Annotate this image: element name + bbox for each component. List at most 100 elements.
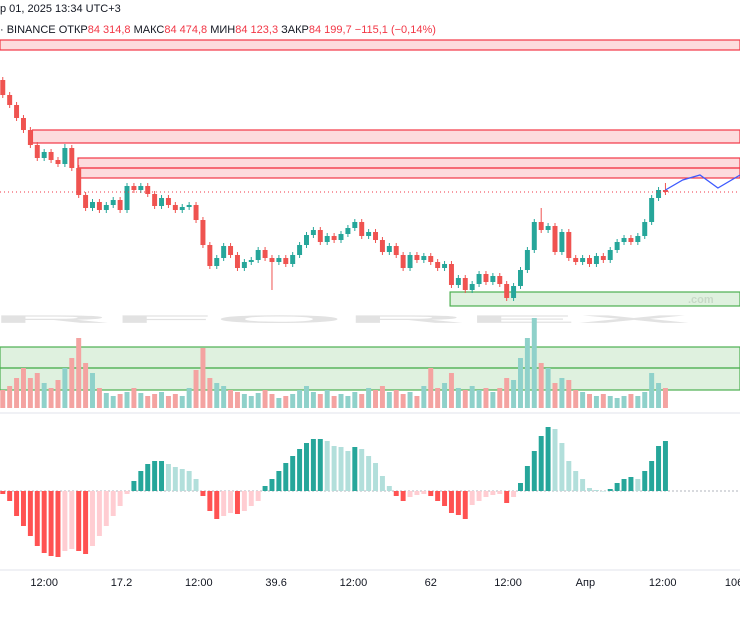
volume-bar (656, 383, 662, 408)
volume-bar (276, 398, 282, 408)
candle-body (62, 148, 68, 164)
osc-bar (248, 491, 254, 506)
osc-bar (55, 491, 61, 557)
candle-body (83, 195, 89, 208)
candle-body (442, 264, 448, 268)
osc-bar (476, 491, 482, 501)
candle-body (469, 284, 475, 290)
osc-bar (34, 491, 40, 546)
osc-bar (614, 483, 620, 491)
volume-bar (234, 392, 240, 408)
candle-body (559, 232, 565, 252)
osc-bar (14, 491, 20, 516)
volume-bar (621, 396, 627, 408)
candle-body (338, 234, 344, 240)
volume-bar (207, 378, 213, 408)
osc-bar (559, 443, 565, 491)
osc-bar (455, 491, 461, 515)
volume-bar (269, 394, 275, 408)
osc-bar (573, 471, 579, 491)
osc-bar (642, 471, 648, 491)
volume-bar (635, 396, 641, 408)
volume-bar (386, 392, 392, 408)
volume-bar (393, 390, 399, 408)
volume-bar (214, 383, 220, 408)
osc-bar (200, 491, 206, 496)
candle-body (76, 168, 82, 195)
volume-bar (193, 370, 199, 408)
header-field-value: 84 123,3 (235, 24, 278, 36)
volume-bar (414, 396, 420, 408)
osc-bar (414, 491, 420, 495)
candle-body (186, 205, 192, 207)
volume-bar (152, 394, 158, 408)
osc-bar (338, 447, 344, 491)
volume-bar (366, 388, 372, 408)
candle-body (34, 145, 40, 158)
osc-bar (103, 491, 109, 526)
header-field-label: МИН (210, 24, 235, 36)
osc-bar (524, 466, 530, 491)
volume-bar (248, 396, 254, 408)
candle-body (131, 186, 137, 190)
osc-bar (193, 479, 199, 491)
osc-bar (587, 488, 592, 491)
volume-bar (559, 378, 565, 408)
candle-body (103, 205, 109, 210)
header-field-label: ОТКР (59, 24, 88, 36)
candle-body (269, 258, 275, 262)
volume-bar (428, 368, 434, 408)
candle-body (379, 240, 385, 252)
volume-bar (324, 390, 330, 408)
candle-body (138, 186, 144, 190)
volume-bar (379, 386, 385, 408)
volume-bar (7, 386, 13, 408)
osc-bar (607, 489, 613, 491)
osc-bar (393, 491, 399, 496)
x-tick-label: 12:00 (30, 577, 58, 589)
candle-body (421, 256, 427, 260)
osc-bar (69, 491, 75, 549)
osc-bar (649, 461, 655, 491)
osc-bar (428, 491, 434, 496)
volume-bar (27, 378, 33, 408)
zone (0, 346, 740, 369)
candle-body (207, 245, 213, 266)
osc-bar (290, 456, 296, 491)
candle-body (393, 246, 399, 255)
osc-bar (20, 491, 26, 526)
volume-bar (331, 396, 337, 408)
volume-bar (48, 388, 54, 408)
volume-bar (186, 388, 192, 408)
candle-body (310, 230, 316, 235)
volume-bar (20, 368, 26, 408)
osc-bar (407, 491, 413, 497)
volume-bar (490, 392, 496, 408)
candle-body (221, 246, 227, 258)
osc-bar (172, 467, 178, 491)
x-tick-label: 62 (425, 577, 437, 589)
zone (449, 291, 740, 307)
candle-body (490, 276, 496, 282)
volume-bar (283, 396, 289, 408)
candle-body (628, 238, 634, 242)
volume-bar (359, 394, 365, 408)
osc-bar (656, 446, 662, 491)
candle-body (96, 202, 102, 210)
candle-body (621, 238, 627, 242)
osc-bar (462, 491, 468, 519)
x-tick-label: 106.6 (725, 577, 740, 589)
osc-bar (76, 491, 82, 551)
candle-body (538, 222, 544, 230)
osc-bar (538, 436, 544, 491)
volume-bar (297, 390, 303, 408)
candle-body (69, 148, 75, 168)
header-field-value: 84 314,8 (88, 24, 131, 36)
volume-bar (90, 373, 95, 408)
osc-bar (262, 486, 268, 491)
candle-body (262, 250, 268, 258)
osc-bar (635, 479, 641, 491)
candle-body (524, 250, 530, 270)
candle-body (455, 278, 461, 285)
candle-body (407, 255, 413, 268)
